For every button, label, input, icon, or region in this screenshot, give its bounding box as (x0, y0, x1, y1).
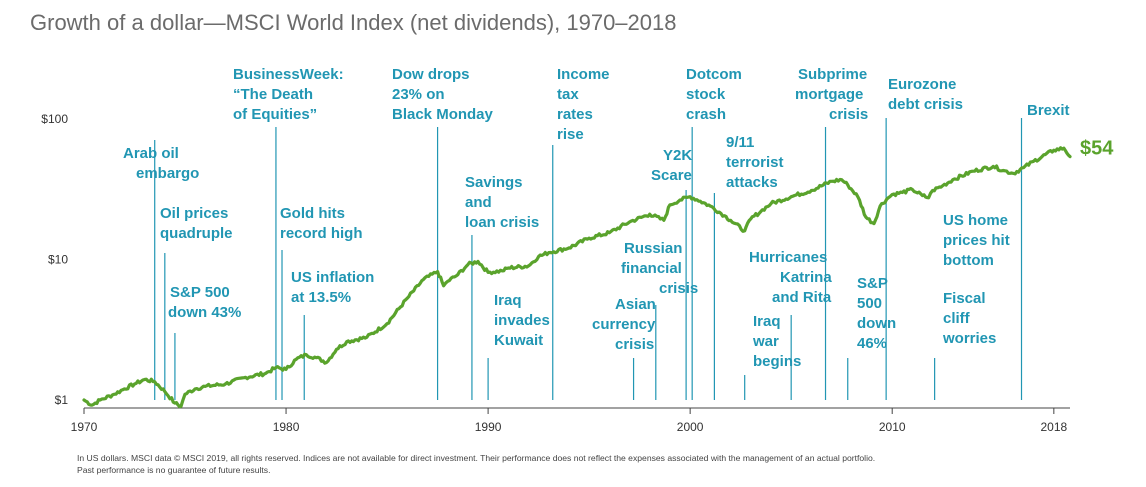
event-label: rise (557, 126, 584, 143)
chart-title: Growth of a dollar—MSCI World Index (net… (30, 10, 677, 35)
event-label: Black Monday (392, 106, 494, 123)
event-label: Scare (651, 167, 692, 184)
event-label: cliff (943, 310, 971, 327)
axes-layer: 1970 1980 1990 2000 2010 2018 $1 $10 $100 (41, 112, 1070, 434)
event-label: begins (753, 353, 801, 370)
event-label: Dow drops (392, 66, 470, 83)
series-layer: $54 (82, 138, 1114, 409)
event-label: debt crisis (888, 96, 963, 113)
event-label: Dotcom (686, 66, 742, 83)
end-value-label: $54 (1080, 138, 1114, 160)
event-label: prices hit (943, 232, 1010, 249)
event-label: Katrina (780, 269, 832, 286)
event-label: S&P (857, 275, 888, 292)
x-tick-label: 1970 (71, 420, 98, 434)
annotation-lines-layer (154, 118, 1023, 400)
event-label: invades (494, 312, 550, 329)
y-tick-label: $1 (55, 393, 69, 407)
x-tick-label: 1980 (273, 420, 300, 434)
event-label: Brexit (1027, 102, 1070, 119)
x-tick-label: 2000 (677, 420, 704, 434)
event-label: US inflation (291, 269, 374, 286)
event-label: Arab oil (123, 145, 179, 162)
event-label: down 43% (168, 304, 241, 321)
event-label: crisis (615, 336, 654, 353)
event-label: Oil prices (160, 205, 228, 222)
event-label: terrorist (726, 154, 784, 171)
event-label: loan crisis (465, 214, 539, 231)
event-label: record high (280, 225, 363, 242)
event-label: crisis (659, 280, 698, 297)
x-tick-label: 1990 (475, 420, 502, 434)
event-label: and Rita (772, 289, 832, 306)
event-label: quadruple (160, 225, 233, 242)
event-label: US home (943, 212, 1008, 229)
event-label: 46% (857, 335, 887, 352)
event-label: down (857, 315, 896, 332)
event-label: 500 (857, 295, 882, 312)
event-label: currency (592, 316, 656, 333)
event-label: Asian (615, 296, 656, 313)
series-line (82, 146, 1072, 409)
event-label: S&P 500 (170, 284, 230, 301)
event-label: Y2K (663, 147, 692, 164)
event-label: crisis (829, 106, 868, 123)
annotations-layer: Arab oil embargo Oil prices quadruple S&P 50… (123, 66, 1070, 370)
event-label: crash (686, 106, 726, 123)
event-label: Gold hits (280, 205, 345, 222)
event-label: Income (557, 66, 610, 83)
event-label: and (465, 194, 492, 211)
event-label: mortgage (795, 86, 863, 103)
event-label: rates (557, 106, 593, 123)
x-tick-label: 2018 (1040, 420, 1067, 434)
event-label: of Equities” (233, 106, 317, 123)
y-tick-label: $100 (41, 112, 68, 126)
event-label: Kuwait (494, 332, 543, 349)
x-tick-label: 2010 (879, 420, 906, 434)
event-label: at 13.5% (291, 289, 351, 306)
event-label: Hurricanes (749, 249, 827, 266)
event-label: Savings (465, 174, 523, 191)
event-label: tax (557, 86, 579, 103)
footnote-line-2: Past performance is no guarantee of futu… (77, 465, 271, 475)
event-label: BusinessWeek: (233, 66, 344, 83)
event-label: 23% on (392, 86, 445, 103)
footnote-line-1: In US dollars. MSCI data © MSCI 2019, al… (77, 453, 876, 463)
event-label: Iraq (494, 292, 522, 309)
event-label: embargo (136, 165, 199, 182)
event-label: worries (942, 330, 996, 347)
event-label: Fiscal (943, 290, 986, 307)
event-label: Russian (624, 240, 682, 257)
event-label: “The Death (233, 86, 313, 103)
event-label: Iraq (753, 313, 781, 330)
event-label: bottom (943, 252, 994, 269)
event-label: war (752, 333, 779, 350)
event-label: 9/11 (726, 134, 754, 151)
event-label: stock (686, 86, 726, 103)
y-tick-label: $10 (48, 253, 68, 267)
event-label: attacks (726, 174, 778, 191)
event-label: Eurozone (888, 76, 956, 93)
event-label: financial (621, 260, 682, 277)
event-label: Subprime (798, 66, 867, 83)
